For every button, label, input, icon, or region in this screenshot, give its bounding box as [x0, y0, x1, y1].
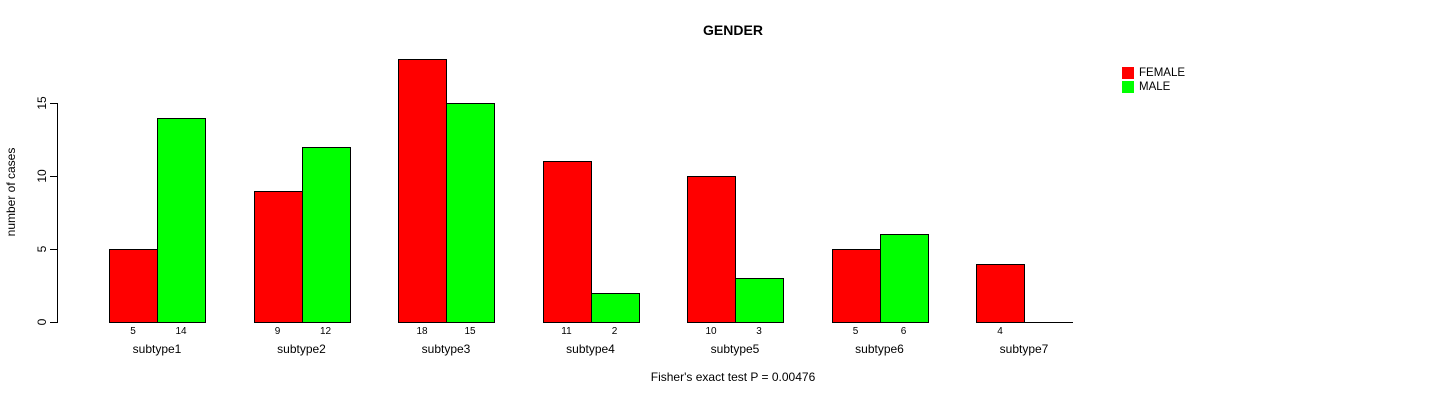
bar-male-subtype3 — [446, 103, 495, 323]
category-label-subtype5: subtype5 — [710, 342, 760, 356]
category-label-subtype1: subtype1 — [132, 342, 182, 356]
legend-row: FEMALE — [1122, 66, 1185, 80]
legend-swatch-male — [1122, 81, 1134, 93]
bar-value-label: 5 — [130, 326, 136, 337]
legend: FEMALE MALE — [1122, 66, 1185, 94]
y-axis-title: number of cases — [4, 147, 18, 237]
y-axis-line — [57, 103, 58, 323]
y-axis-tick-label: 5 — [35, 245, 49, 253]
bar-female-subtype3 — [398, 59, 447, 323]
y-axis-tick — [50, 103, 57, 104]
bar-male-subtype6 — [879, 234, 929, 323]
bar-female-subtype5 — [687, 176, 736, 323]
legend-row: MALE — [1122, 80, 1185, 94]
bar-value-label: 12 — [319, 326, 332, 337]
y-axis-tick-label: 0 — [35, 318, 49, 326]
bar-male-subtype4 — [590, 293, 640, 323]
legend-swatch-female — [1122, 67, 1134, 79]
category-label-subtype6: subtype6 — [855, 342, 904, 356]
bar-value-label: 4 — [997, 326, 1003, 337]
bar-value-label: 10 — [705, 326, 717, 337]
y-axis-tick-label: 10 — [35, 169, 49, 183]
bar-female-subtype1 — [109, 249, 158, 323]
category-label-subtype2: subtype2 — [277, 342, 326, 356]
y-axis-tick-label: 15 — [35, 96, 49, 110]
bar-value-label: 2 — [611, 326, 618, 337]
bar-value-label: 15 — [464, 326, 476, 337]
bar-zero-male-subtype7 — [1024, 322, 1073, 323]
bar-male-subtype2 — [301, 147, 351, 323]
bar-male-subtype5 — [735, 278, 784, 323]
y-axis-tick — [50, 176, 57, 177]
bar-value-label: 9 — [274, 326, 281, 337]
legend-label: MALE — [1139, 81, 1171, 93]
legend-label: FEMALE — [1139, 67, 1186, 79]
bar-female-subtype2 — [253, 191, 303, 323]
bar-value-label: 5 — [852, 326, 859, 337]
y-axis-tick — [50, 249, 57, 250]
bar-female-subtype6 — [831, 249, 881, 323]
bar-female-subtype4 — [542, 161, 592, 323]
bar-value-label: 14 — [175, 326, 187, 337]
category-label-subtype4: subtype4 — [566, 342, 615, 356]
bar-value-label: 6 — [900, 326, 907, 337]
bar-value-label: 11 — [561, 326, 572, 337]
bar-value-label: 3 — [756, 326, 762, 337]
chart-title: GENDER — [703, 22, 763, 38]
bar-male-subtype1 — [157, 118, 206, 323]
bar-female-subtype7 — [976, 264, 1025, 323]
bar-value-label: 18 — [416, 326, 428, 337]
category-label-subtype3: subtype3 — [421, 342, 471, 356]
y-axis-tick — [50, 322, 57, 323]
category-label-subtype7: subtype7 — [999, 342, 1049, 356]
stats-annotation: Fisher's exact test P = 0.00476 — [650, 370, 816, 384]
